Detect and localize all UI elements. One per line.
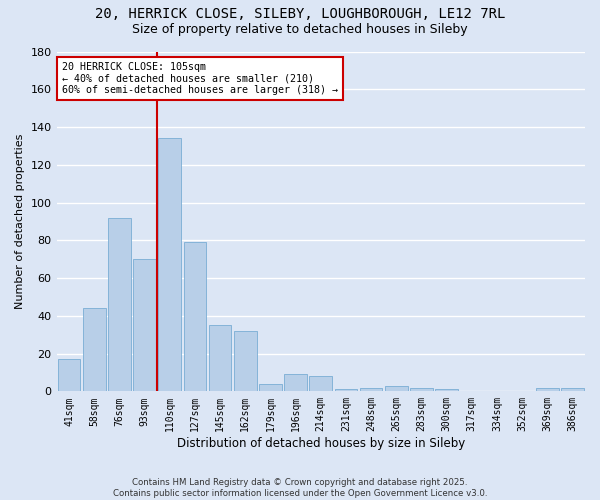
Bar <box>310 376 332 392</box>
Bar <box>209 326 232 392</box>
Bar <box>158 138 181 392</box>
Text: Size of property relative to detached houses in Sileby: Size of property relative to detached ho… <box>132 22 468 36</box>
Y-axis label: Number of detached properties: Number of detached properties <box>15 134 25 309</box>
Bar <box>561 388 584 392</box>
Bar <box>259 384 282 392</box>
Bar <box>184 242 206 392</box>
Bar <box>435 390 458 392</box>
Bar <box>58 359 80 392</box>
X-axis label: Distribution of detached houses by size in Sileby: Distribution of detached houses by size … <box>176 437 465 450</box>
Bar <box>108 218 131 392</box>
Bar <box>410 388 433 392</box>
Text: 20 HERRICK CLOSE: 105sqm
← 40% of detached houses are smaller (210)
60% of semi-: 20 HERRICK CLOSE: 105sqm ← 40% of detach… <box>62 62 338 95</box>
Bar <box>536 388 559 392</box>
Bar <box>83 308 106 392</box>
Bar <box>284 374 307 392</box>
Bar <box>133 259 156 392</box>
Text: 20, HERRICK CLOSE, SILEBY, LOUGHBOROUGH, LE12 7RL: 20, HERRICK CLOSE, SILEBY, LOUGHBOROUGH,… <box>95 8 505 22</box>
Text: Contains HM Land Registry data © Crown copyright and database right 2025.
Contai: Contains HM Land Registry data © Crown c… <box>113 478 487 498</box>
Bar <box>360 388 382 392</box>
Bar <box>234 331 257 392</box>
Bar <box>385 386 407 392</box>
Bar <box>335 390 357 392</box>
